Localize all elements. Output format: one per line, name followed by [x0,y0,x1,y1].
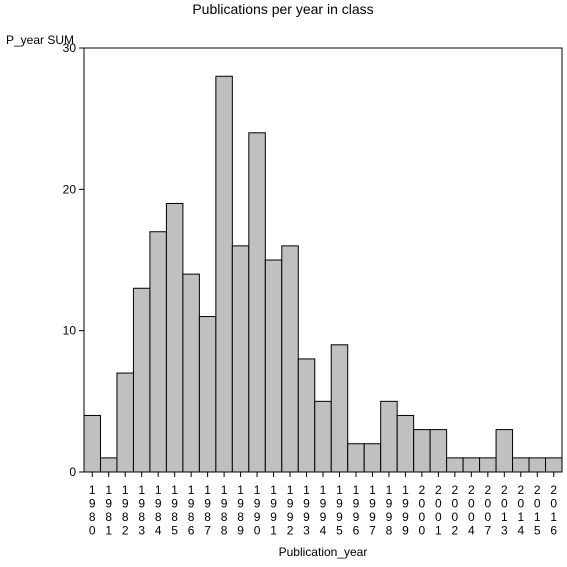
bar-1981 [99,457,118,473]
y-axis-label: P_year SUM [6,33,74,47]
bar-2015 [528,457,547,473]
y-tick-label: 0 [69,465,76,479]
bar-2014 [512,457,530,473]
bar-1994 [314,400,332,473]
bar-1999 [396,414,415,473]
bars [83,75,563,473]
bar-2004 [462,457,481,473]
bar-1995 [330,344,349,473]
bar-2000 [413,429,431,473]
bar-1992 [281,245,299,473]
bar-1990 [248,132,266,473]
bar-2016 [545,457,563,473]
bar-1998 [380,400,398,473]
bar-1996 [347,443,365,473]
bar-1984 [149,231,167,473]
bar-1988 [215,75,233,473]
bar-2013 [495,429,514,473]
bar-2007 [479,457,497,473]
y-tick-label: 10 [63,324,77,338]
x-axis: 1 9 8 0 1 9 8 1 1 9 8 2 1 9 8 3 1 9 8 4 1 9 8 5 1 9 8 6 1 9 8 7 1 9 8 8 1 9 8 9… [89,472,557,538]
bar-1983 [132,287,151,473]
y-axis: 0 10 20 30 [63,41,84,479]
bar-1993 [297,358,316,473]
y-tick-label: 30 [63,41,77,55]
y-tick-label: 20 [63,182,77,196]
x-axis-label: Publication_year [279,545,368,559]
bar-1986 [182,273,200,473]
bar-1985 [165,202,184,473]
bar-1982 [116,372,134,473]
chart-title: Publications per year in class [192,1,373,17]
bar-1997 [363,443,382,473]
bar-1991 [264,259,283,473]
bar-1987 [198,316,217,473]
bar-1980 [83,414,101,473]
bar-1989 [231,245,250,473]
plot-frame [83,47,563,473]
bar-2001 [429,429,448,473]
bar-2002 [446,457,464,473]
